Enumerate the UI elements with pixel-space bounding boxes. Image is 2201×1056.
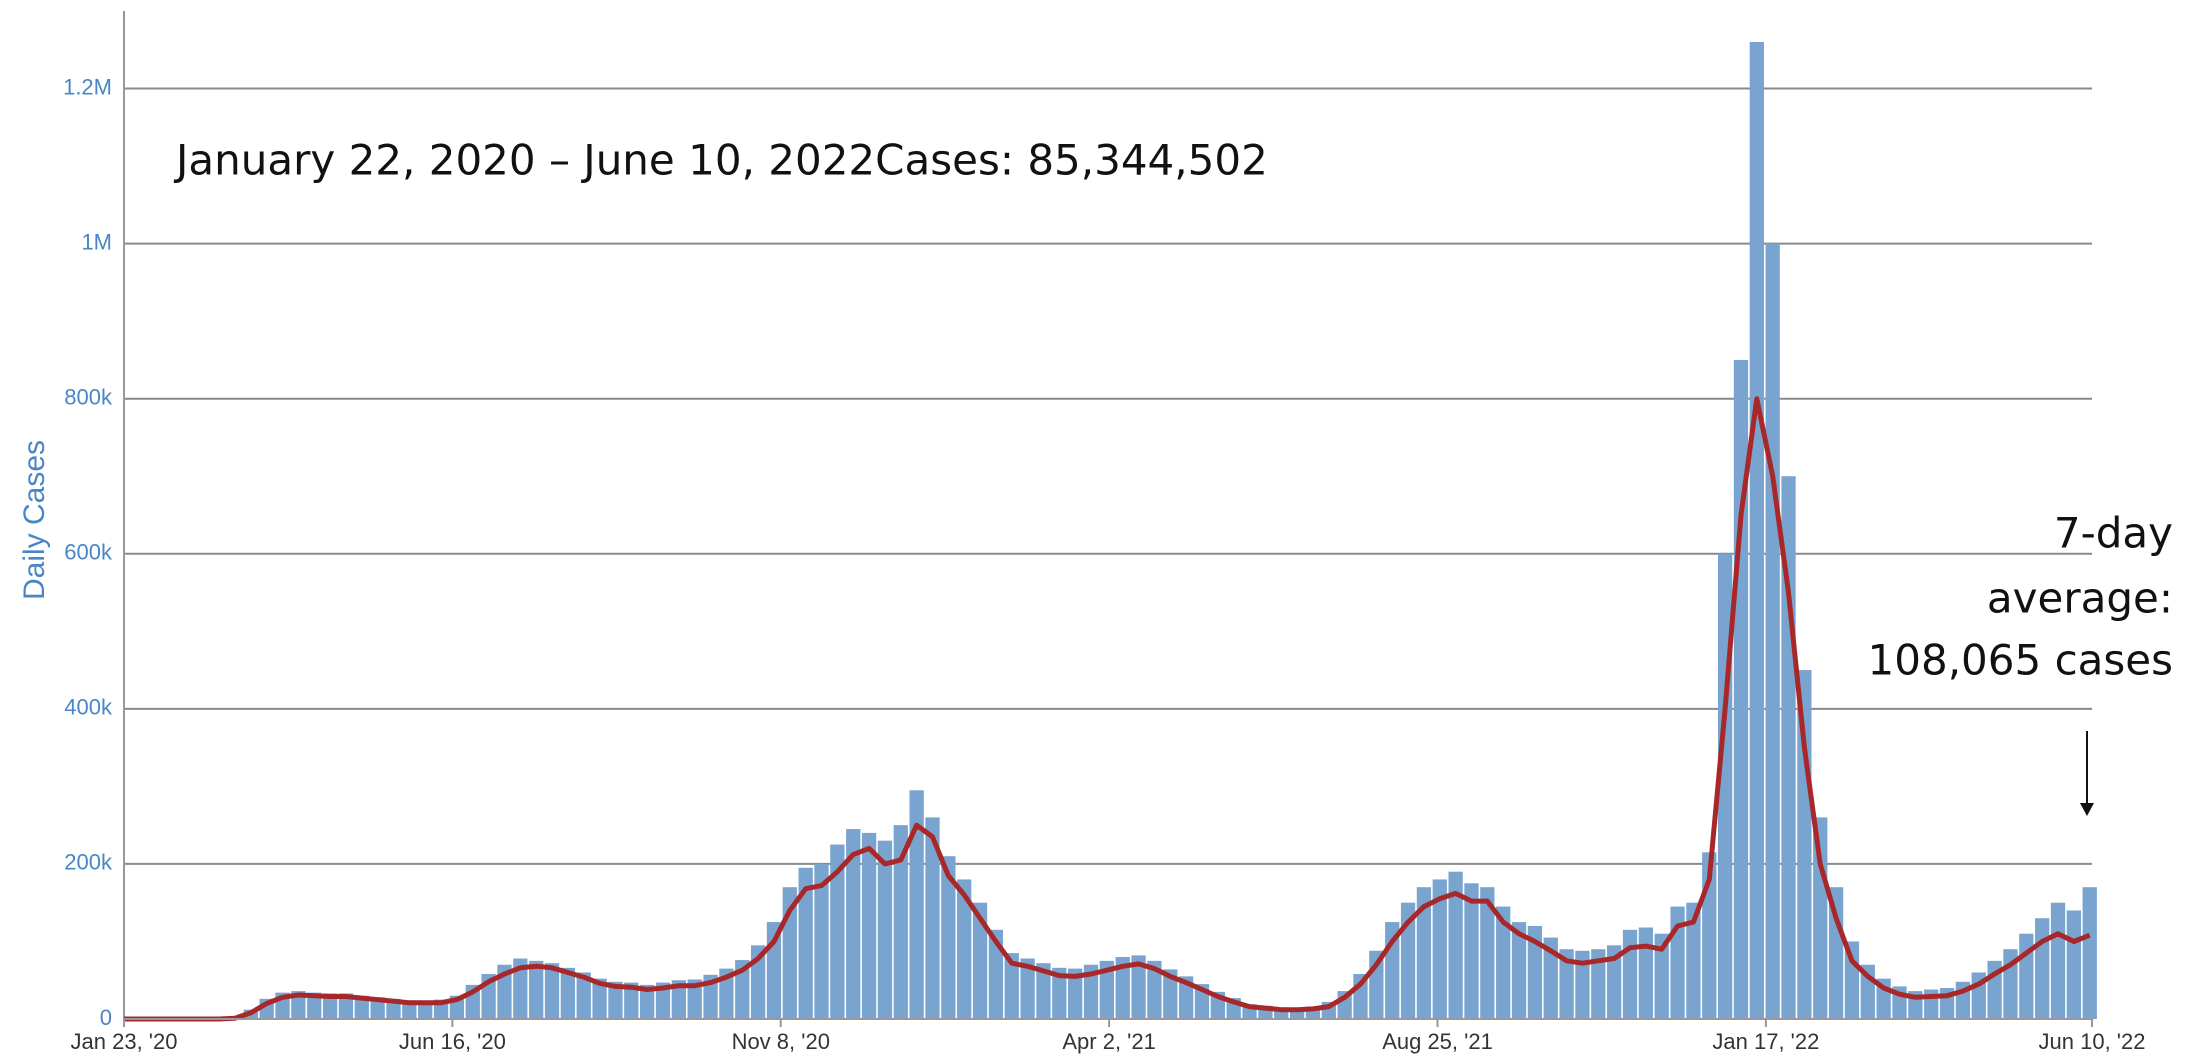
bar [798, 867, 813, 1019]
bar [1163, 969, 1178, 1019]
bar [1575, 950, 1590, 1019]
bar [1543, 937, 1558, 1019]
bar [846, 829, 861, 1019]
bar [322, 993, 338, 1019]
average-line [124, 396, 2091, 1022]
bar [1622, 929, 1638, 1019]
bar [544, 963, 560, 1019]
bar [957, 879, 972, 1019]
bar [893, 825, 908, 1019]
bar [1068, 968, 1083, 1019]
bar [1036, 963, 1051, 1019]
bar [2082, 887, 2097, 1019]
bar [2050, 902, 2066, 1019]
bar [687, 979, 702, 1019]
x-tick-label: Jan 17, '22 [1712, 1029, 1819, 1054]
bar [1448, 871, 1463, 1019]
bar [307, 992, 322, 1019]
x-tick-label: Nov 8, '20 [732, 1029, 830, 1054]
bar [1591, 949, 1606, 1019]
y-tick-label: 200k [64, 850, 113, 875]
bar [655, 982, 671, 1019]
bar [719, 968, 734, 1019]
average-annotation: 108,065 cases [1868, 636, 2173, 685]
bar [1289, 1008, 1305, 1019]
bar [988, 929, 1004, 1019]
bar [1733, 359, 1749, 1019]
bar [2035, 918, 2050, 1019]
bar [1400, 902, 1416, 1019]
x-tick-label: Apr 2, '21 [1062, 1029, 1155, 1054]
bar [1147, 960, 1162, 1019]
bar [1464, 883, 1479, 1019]
bar [1527, 925, 1543, 1019]
bar [1432, 879, 1447, 1019]
bar [1052, 967, 1067, 1019]
bar [671, 980, 686, 1019]
x-tick-label: Jun 16, '20 [399, 1029, 506, 1054]
bar [1638, 927, 1654, 1019]
bar [972, 902, 988, 1019]
arrow-head [2080, 803, 2094, 816]
y-tick-label: 600k [64, 540, 113, 565]
x-tick-label: Aug 25, '21 [1382, 1029, 1493, 1054]
bar [1654, 933, 1669, 1019]
bar [1178, 976, 1194, 1019]
bar [830, 844, 845, 1019]
bar [1131, 955, 1146, 1019]
bar [624, 982, 639, 1019]
bar [338, 993, 354, 1019]
bar [941, 856, 956, 1019]
bar [529, 960, 544, 1019]
bar [1686, 902, 1701, 1019]
bar [1828, 887, 1844, 1019]
y-tick-label: 800k [64, 385, 113, 410]
bar [925, 817, 940, 1019]
bar [877, 840, 893, 1019]
bar [576, 972, 591, 1019]
bar [1115, 956, 1130, 1019]
y-tick-label: 1M [81, 229, 112, 254]
bar [291, 991, 306, 1019]
bar [1749, 42, 1764, 1020]
y-tick-label: 1.2M [63, 74, 112, 99]
bar [1020, 958, 1035, 1019]
bar [861, 832, 877, 1019]
bar [1559, 949, 1574, 1019]
bar [1480, 887, 1495, 1019]
average-annotation: average: [1987, 574, 2173, 623]
bar [814, 863, 829, 1019]
bar [1416, 887, 1432, 1019]
bar [639, 984, 655, 1019]
bar [513, 958, 528, 1019]
bar [1004, 953, 1019, 1019]
bar [560, 967, 576, 1019]
bar [909, 790, 924, 1019]
y-axis-label: Daily Cases [18, 440, 51, 600]
bar [1607, 945, 1622, 1019]
bar [1274, 1007, 1289, 1019]
bar [608, 981, 623, 1019]
bar [1496, 906, 1511, 1019]
bar [1083, 964, 1099, 1019]
x-tick-label: Jan 23, '20 [71, 1029, 178, 1054]
bar [2066, 910, 2082, 1019]
bar [1765, 243, 1780, 1020]
bar [370, 997, 385, 1019]
y-tick-label: 0 [100, 1005, 112, 1030]
average-annotation: 7-day [2054, 509, 2173, 558]
bar [1511, 922, 1527, 1019]
x-tick-label: Jun 10, '22 [2039, 1029, 2146, 1054]
bar [735, 960, 750, 1019]
range-annotation: January 22, 2020 – June 10, 2022Cases: 8… [173, 136, 1268, 185]
bar [592, 978, 607, 1019]
bar [1099, 960, 1115, 1019]
bar [354, 995, 369, 1019]
y-tick-label: 400k [64, 695, 113, 720]
